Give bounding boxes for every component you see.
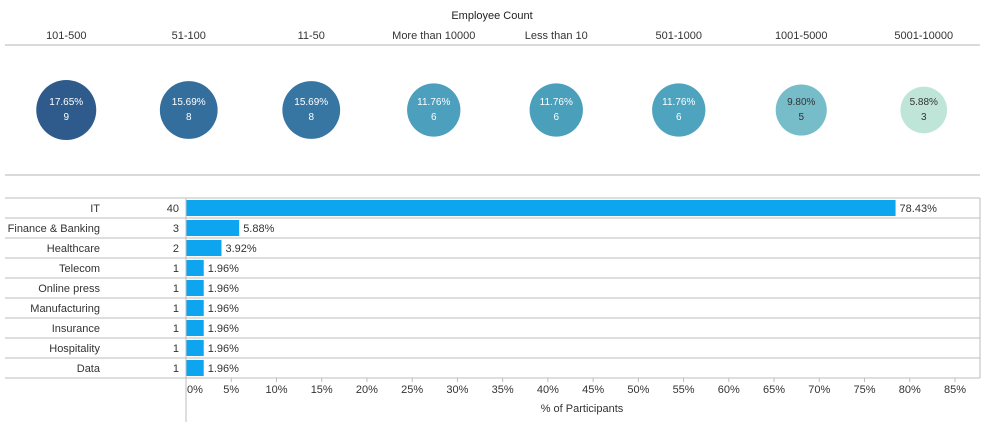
industry-label: IT bbox=[90, 203, 100, 215]
industry-bar bbox=[186, 320, 204, 336]
x-tick-label: 10% bbox=[265, 384, 287, 396]
employee-count-bubble bbox=[159, 81, 218, 139]
x-tick-label: 75% bbox=[854, 384, 876, 396]
bubble-percent-label: 15.69% bbox=[294, 97, 328, 108]
employee-count-header: 5001-10000 bbox=[894, 30, 953, 42]
employee-count-header: 501-1000 bbox=[656, 30, 703, 42]
industry-label: Online press bbox=[38, 283, 100, 295]
x-tick-label: 35% bbox=[492, 384, 514, 396]
bar-value-label: 1.96% bbox=[208, 343, 239, 355]
industry-bar bbox=[186, 260, 204, 276]
bar-value-label: 1.96% bbox=[208, 263, 239, 275]
industry-bar-chart: IT 40 78.43% Finance & Banking 3 5.88% Healthc… bbox=[5, 197, 981, 422]
employee-count-bubble bbox=[529, 83, 583, 137]
x-tick-label: 25% bbox=[401, 384, 423, 396]
employee-count-title: Employee Count bbox=[451, 10, 532, 22]
bar-value-label: 3.92% bbox=[225, 243, 256, 255]
industry-count: 1 bbox=[173, 323, 179, 335]
bubble-count-label: 6 bbox=[431, 112, 437, 123]
industry-count: 1 bbox=[173, 343, 179, 355]
bubble-percent-label: 15.69% bbox=[172, 97, 206, 108]
industry-label: Finance & Banking bbox=[8, 223, 100, 235]
industry-label: Data bbox=[77, 363, 101, 375]
x-tick-label: 45% bbox=[582, 384, 604, 396]
employee-count-header: 11-50 bbox=[298, 30, 325, 42]
bar-value-label: 1.96% bbox=[208, 283, 239, 295]
employee-count-bubbles: 17.65% 9 15.69% 8 15.69% 8 11.76% 6 11.76% 6 11.76… bbox=[36, 80, 948, 140]
industry-bar bbox=[186, 340, 204, 356]
bubble-percent-label: 5.88% bbox=[910, 97, 938, 108]
x-axis-label: % of Participants bbox=[541, 403, 624, 415]
bubble-count-label: 5 bbox=[798, 112, 804, 123]
bubble-count-label: 8 bbox=[308, 112, 314, 123]
bubble-count-label: 6 bbox=[553, 112, 559, 123]
employee-count-bubble bbox=[36, 80, 97, 140]
x-tick-label: 80% bbox=[899, 384, 921, 396]
industry-label: Insurance bbox=[52, 323, 100, 335]
x-tick-label: 55% bbox=[673, 384, 695, 396]
x-tick-label: 70% bbox=[808, 384, 830, 396]
bubble-percent-label: 9.80% bbox=[787, 97, 815, 108]
bubble-count-label: 3 bbox=[921, 112, 927, 123]
x-tick-label: 50% bbox=[627, 384, 649, 396]
bubble-percent-label: 17.65% bbox=[49, 97, 83, 108]
bar-value-label: 1.96% bbox=[208, 323, 239, 335]
employee-count-bubble bbox=[282, 81, 341, 139]
industry-count: 2 bbox=[173, 243, 179, 255]
bubble-count-label: 9 bbox=[63, 112, 69, 123]
industry-count: 1 bbox=[173, 263, 179, 275]
x-tick-label: 85% bbox=[944, 384, 966, 396]
industry-count: 1 bbox=[173, 303, 179, 315]
bar-value-label: 78.43% bbox=[900, 203, 938, 215]
x-tick-label: 5% bbox=[223, 384, 239, 396]
x-tick-label: 30% bbox=[446, 384, 468, 396]
bar-value-label: 1.96% bbox=[208, 303, 239, 315]
industry-bar bbox=[186, 240, 222, 256]
employee-count-bubble bbox=[652, 83, 706, 137]
x-tick-label: 60% bbox=[718, 384, 740, 396]
employee-count-header: 51-100 bbox=[172, 30, 206, 42]
x-tick-label: 20% bbox=[356, 384, 378, 396]
industry-count: 1 bbox=[173, 283, 179, 295]
industry-count: 40 bbox=[167, 203, 179, 215]
bubble-percent-label: 11.76% bbox=[540, 97, 573, 108]
x-tick-label: 0% bbox=[187, 384, 203, 396]
bar-value-label: 5.88% bbox=[243, 223, 274, 235]
employee-count-header: Less than 10 bbox=[525, 30, 588, 42]
employee-count-header: More than 10000 bbox=[392, 30, 475, 42]
industry-bar bbox=[186, 300, 204, 316]
employee-count-header: 1001-5000 bbox=[775, 30, 828, 42]
industry-label: Telecom bbox=[59, 263, 100, 275]
bubble-percent-label: 11.76% bbox=[662, 97, 695, 108]
employee-count-header: 101-500 bbox=[46, 30, 86, 42]
industry-bar bbox=[186, 200, 896, 216]
x-tick-label: 15% bbox=[311, 384, 333, 396]
industry-bar bbox=[186, 220, 240, 236]
employee-count-bubble bbox=[775, 84, 827, 136]
x-tick-label: 40% bbox=[537, 384, 559, 396]
bubble-count-label: 8 bbox=[186, 112, 192, 123]
industry-bar bbox=[186, 280, 204, 296]
industry-label: Hospitality bbox=[49, 343, 100, 355]
industry-bar bbox=[186, 360, 204, 376]
industry-label: Manufacturing bbox=[30, 303, 100, 315]
bubble-percent-label: 11.76% bbox=[417, 97, 450, 108]
industry-count: 3 bbox=[173, 223, 179, 235]
x-tick-label: 65% bbox=[763, 384, 785, 396]
bubble-count-label: 6 bbox=[676, 112, 682, 123]
employee-count-bubble bbox=[900, 86, 948, 134]
employee-count-headers: 101-500 51-100 11-50 More than 10000 Less th… bbox=[5, 30, 980, 176]
bar-value-label: 1.96% bbox=[208, 363, 239, 375]
industry-label: Healthcare bbox=[47, 243, 100, 255]
industry-count: 1 bbox=[173, 363, 179, 375]
employee-count-bubble bbox=[407, 83, 461, 137]
